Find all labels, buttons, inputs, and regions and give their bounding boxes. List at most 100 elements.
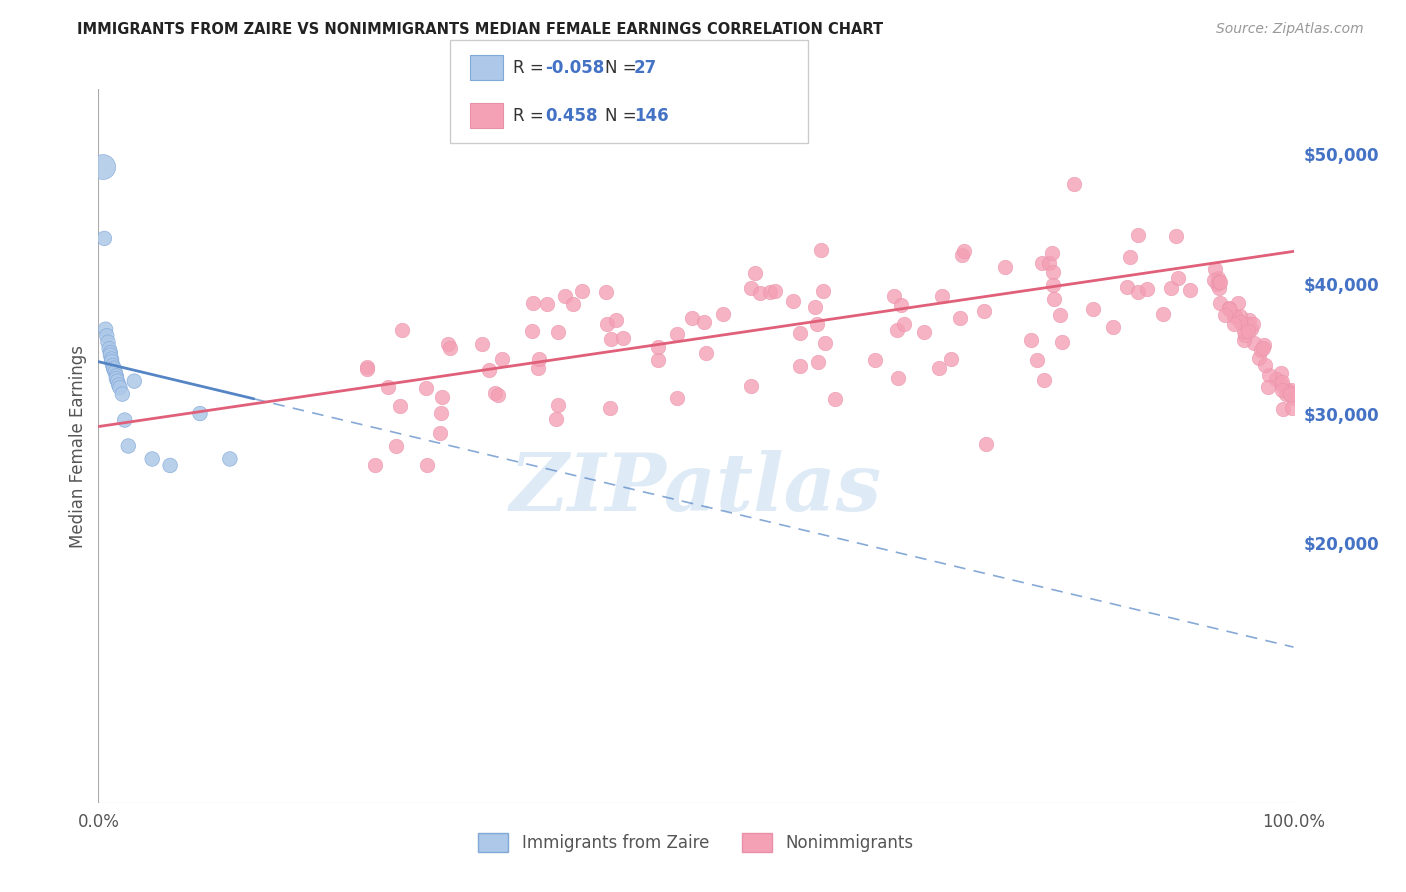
Point [1233, 324, 1256, 338]
Point [713, 307, 735, 321]
Point [758, 285, 780, 299]
Point [1208, 270, 1230, 285]
Point [432, 391, 454, 405]
Point [429, 426, 451, 441]
Text: N =: N = [605, 59, 641, 77]
Point [98, 345, 122, 359]
Point [1253, 337, 1275, 351]
Point [1250, 343, 1272, 357]
Point [1042, 277, 1064, 292]
Point [107, 378, 129, 392]
Text: N =: N = [605, 107, 641, 125]
Point [1223, 317, 1246, 331]
Point [1272, 401, 1295, 416]
Point [478, 362, 501, 376]
Point [1031, 255, 1053, 269]
Point [536, 297, 558, 311]
Text: 0.458: 0.458 [546, 107, 598, 125]
Point [681, 311, 703, 326]
Point [1226, 295, 1249, 310]
Point [887, 371, 910, 385]
Point [98, 342, 121, 356]
Point [1209, 276, 1232, 290]
Point [931, 289, 953, 303]
Text: R =: R = [513, 59, 550, 77]
Point [101, 359, 124, 373]
Point [363, 458, 385, 473]
Point [949, 311, 972, 326]
Point [1223, 309, 1246, 323]
Point [97, 335, 120, 350]
Point [437, 336, 460, 351]
Point [1237, 312, 1260, 326]
Point [111, 387, 134, 401]
Point [1232, 334, 1254, 348]
Point [94, 322, 117, 336]
Point [1275, 383, 1298, 397]
Point [439, 341, 461, 355]
Point [599, 401, 621, 416]
Point [561, 296, 583, 310]
Point [612, 331, 634, 345]
Text: 146: 146 [634, 107, 669, 125]
Point [912, 326, 935, 340]
Point [1038, 255, 1060, 269]
Point [952, 248, 974, 262]
Point [974, 437, 997, 451]
Point [605, 313, 627, 327]
Point [1241, 317, 1264, 331]
Point [1118, 250, 1140, 264]
Point [740, 280, 762, 294]
Point [219, 452, 242, 467]
Point [107, 374, 129, 388]
Point [824, 392, 846, 406]
Point [527, 361, 550, 376]
Point [98, 348, 122, 362]
Point [740, 379, 762, 393]
Point [807, 354, 830, 368]
Point [928, 361, 950, 376]
Point [356, 362, 378, 376]
Point [1225, 309, 1247, 323]
Point [416, 458, 439, 473]
Point [522, 296, 544, 310]
Point [188, 407, 211, 421]
Point [1229, 315, 1251, 329]
Point [789, 359, 811, 373]
Point [159, 458, 181, 473]
Point [1063, 177, 1085, 191]
Point [600, 332, 623, 346]
Text: R =: R = [513, 107, 550, 125]
Point [1205, 277, 1227, 291]
Text: Source: ZipAtlas.com: Source: ZipAtlas.com [1216, 22, 1364, 37]
Point [1281, 391, 1303, 405]
Point [1218, 301, 1240, 316]
Point [484, 385, 506, 400]
Point [953, 244, 976, 259]
Point [385, 439, 408, 453]
Point [1049, 309, 1071, 323]
Point [749, 285, 772, 300]
Point [1019, 333, 1042, 347]
Point [471, 337, 494, 351]
Point [1208, 275, 1230, 289]
Point [1204, 273, 1226, 287]
Point [1236, 317, 1258, 331]
Point [595, 285, 617, 300]
Point [105, 368, 128, 383]
Y-axis label: Median Female Earnings: Median Female Earnings [69, 344, 87, 548]
Point [1081, 301, 1104, 316]
Point [1264, 372, 1286, 386]
Point [1208, 281, 1230, 295]
Point [893, 318, 915, 332]
Point [91, 160, 114, 174]
Text: IMMIGRANTS FROM ZAIRE VS NONIMMIGRANTS MEDIAN FEMALE EARNINGS CORRELATION CHART: IMMIGRANTS FROM ZAIRE VS NONIMMIGRANTS M… [77, 22, 883, 37]
Point [883, 289, 905, 303]
Point [1240, 322, 1263, 336]
Point [124, 374, 146, 388]
Point [1136, 282, 1159, 296]
Point [1257, 380, 1279, 394]
Point [389, 399, 412, 413]
Point [1160, 281, 1182, 295]
Point [491, 351, 513, 366]
